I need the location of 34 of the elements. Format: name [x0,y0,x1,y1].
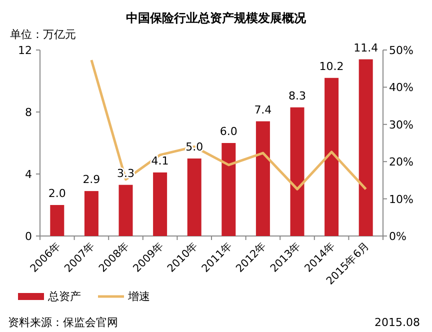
y-tick-label: 8 [25,106,32,119]
bar [153,172,168,236]
bar [118,184,133,236]
bar [187,158,202,236]
data-label: 7.4 [254,103,272,116]
data-label: 2.0 [48,187,66,200]
y-tick-label: 0 [25,230,32,243]
bar [222,143,236,236]
y-tick-label: 4 [25,168,32,181]
data-label: 8.3 [288,89,306,102]
bar [290,107,304,236]
bar [50,205,64,236]
data-label: 2.9 [82,173,100,186]
y2-tick-label: 10% [389,192,414,206]
bar [358,59,373,236]
text: 资料来源：保监会官网 [8,316,118,329]
y-tick-label: 12 [18,44,32,57]
y-axis-title: 单位：万亿元 [10,28,76,41]
data-label: 11.4 [354,41,378,54]
data-label: 6.0 [220,125,238,138]
legend-label: 总资产 [47,290,81,303]
y2-tick-label: 50% [389,44,414,57]
bar [324,78,339,236]
data-label: 10.2 [319,60,344,73]
chart-title: 中国保险行业总资产规模发展概况 [126,11,307,25]
y2-tick-label: 30% [389,118,414,132]
y2-tick-label: 0% [389,230,406,243]
bar [256,121,270,236]
data-label: 4.1 [151,154,169,168]
legend-label: 增速 [127,290,150,303]
bar [84,191,98,236]
y2-tick-label: 20% [389,156,414,169]
text: 2015.08 [374,316,420,329]
y2-tick-label: 40% [389,81,414,94]
